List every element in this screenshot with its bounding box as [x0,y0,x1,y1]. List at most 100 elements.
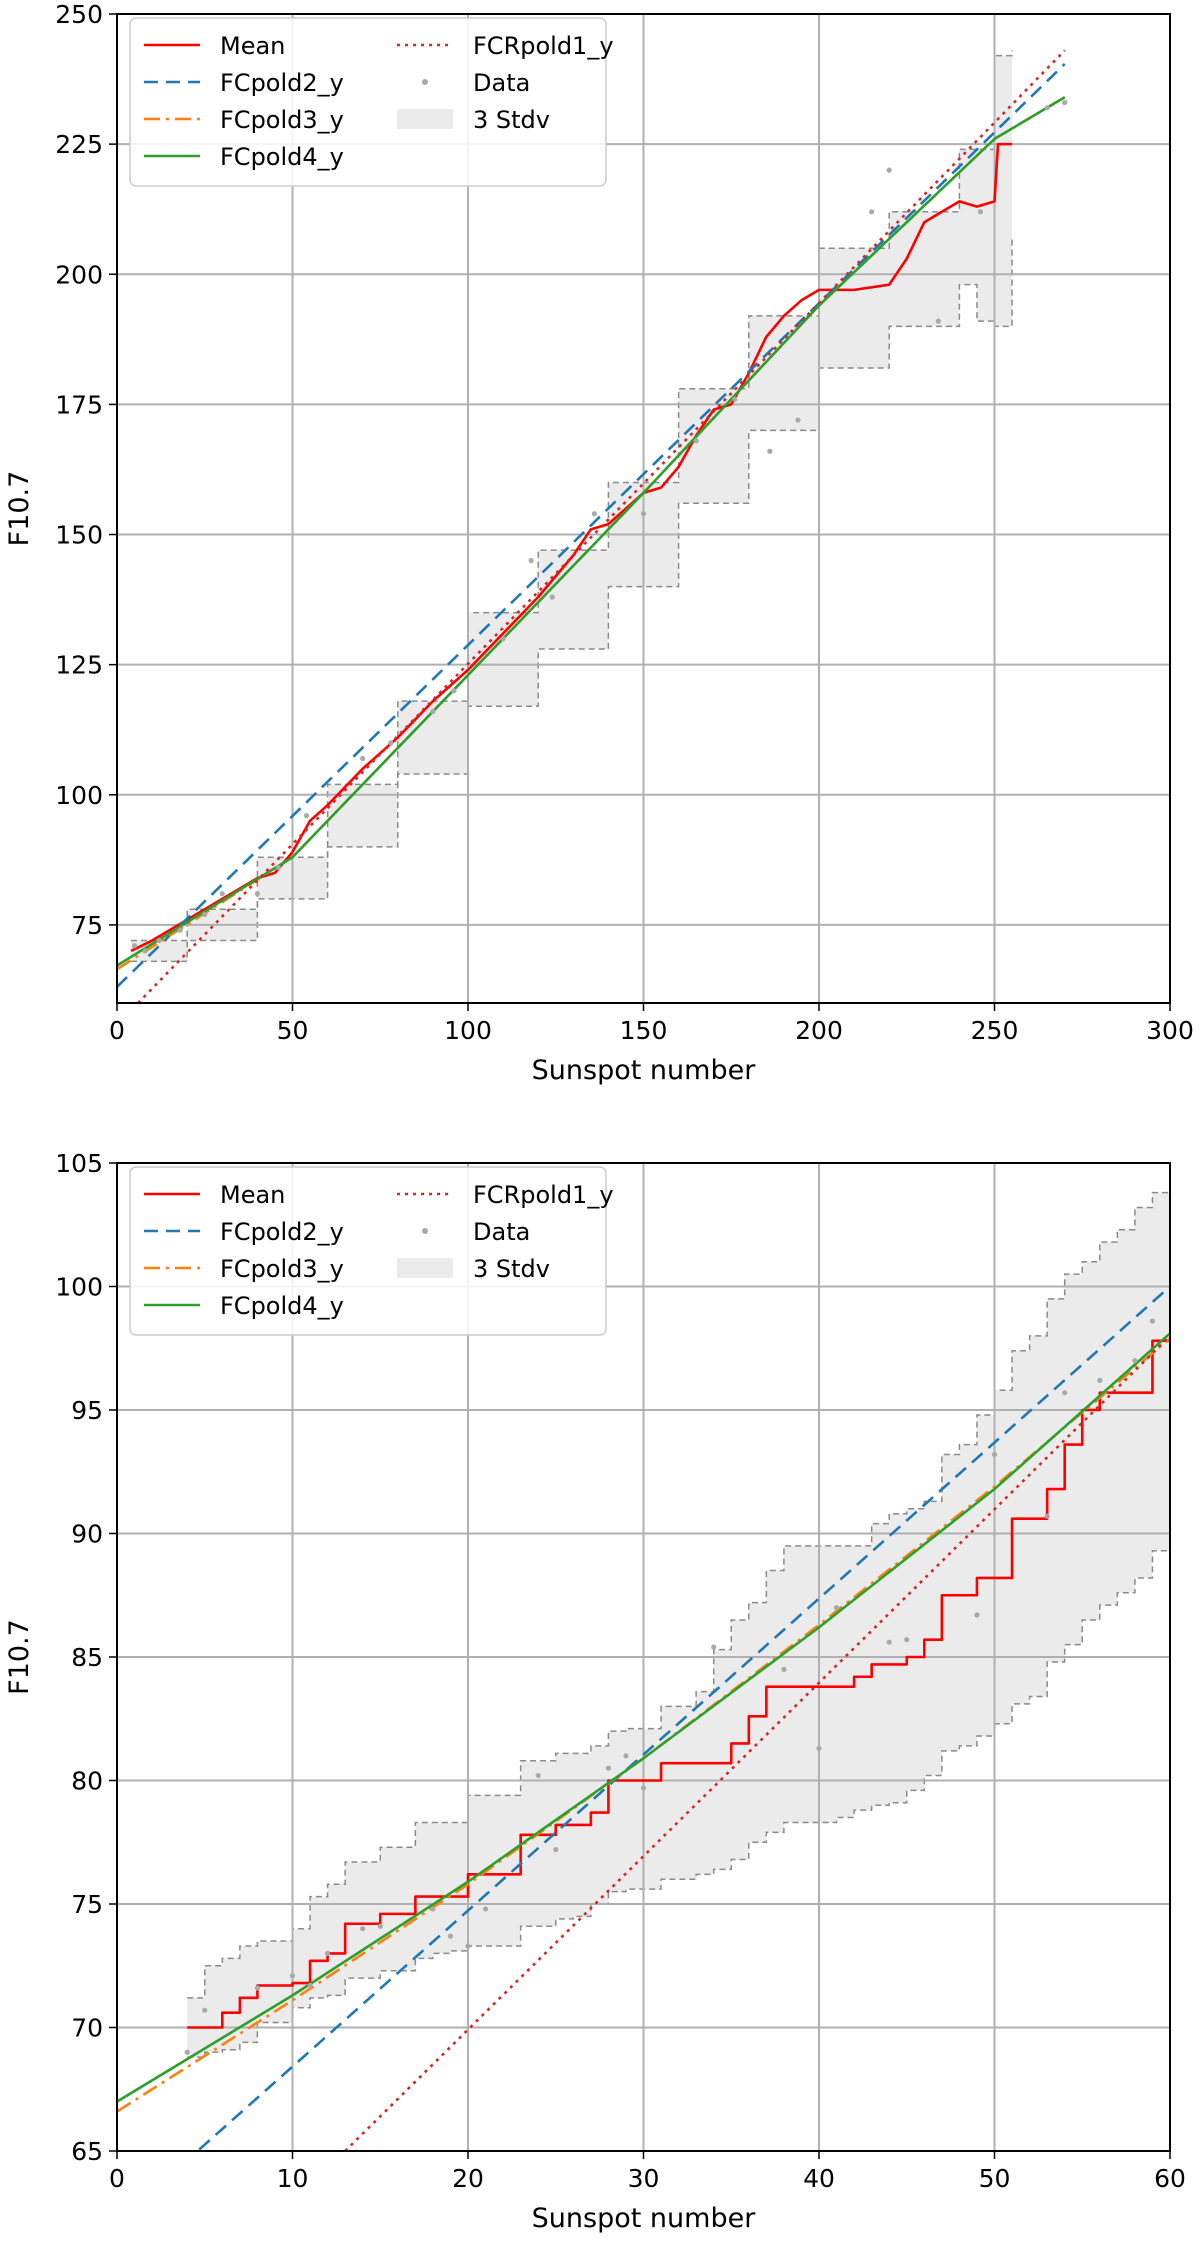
x-tick-label: 200 [795,1016,843,1045]
y-tick-label: 100 [55,1273,103,1302]
legend-entry-fcpold3-y: FCpold3_y [144,106,344,134]
x-tick-label: 50 [979,2164,1011,2193]
y-tick-label: 200 [55,260,103,289]
series-layer [117,1285,1170,2151]
data-point [465,1943,471,1949]
data-point [795,417,801,423]
std-band-fill [187,1163,1170,2058]
std-band-upper [131,50,1013,942]
legend-label: Data [473,69,530,97]
legend-label: FCRpold1_y [473,1181,614,1209]
data-point [1132,1358,1138,1364]
y-tick-label: 95 [71,1396,103,1425]
std-band-upper [187,1163,1170,1999]
data-point [640,1785,647,1791]
legend-entry-3-stdv: 3 Stdv [397,1255,550,1283]
x-tick-label: 20 [452,2164,484,2193]
data-point [360,1926,366,1932]
x-tick-label: 0 [109,2164,125,2193]
legend-entry-fcpold4-y: FCpold4_y [144,143,344,171]
data-point [869,209,875,215]
y-tick-label: 75 [71,911,103,940]
y-tick-label: 70 [71,2014,103,2043]
data-point [142,948,148,954]
legend-entry-mean: Mean [144,1181,285,1209]
series-line-fcrpold1-y [137,49,1066,1003]
data-point [388,740,394,746]
legend-swatch [422,1228,428,1234]
std-band-lower [131,237,1013,963]
data-point [202,911,208,918]
legend-entry-data: Data [422,69,530,97]
legend-entry-fcpold2-y: FCpold2_y [144,69,344,97]
y-tick-label: 80 [71,1767,103,1796]
data-point [1044,1513,1050,1519]
data-point [623,1753,629,1759]
legend-label: Mean [220,1181,285,1209]
legend-entry-data: Data [422,1218,530,1246]
y-axis-label: F10.7 [4,1619,35,1695]
legend-label: FCpold4_y [220,1292,344,1320]
tick-layer: 0 10 20 30 40 50 60 65 70 75 80 85 90 95 100 105 [55,1149,1186,2193]
series-line-fcrpold1-y [344,1334,1170,2151]
data-point [303,813,310,819]
x-tick-label: 150 [620,1016,668,1045]
legend-entry-3-stdv: 3 Stdv [397,106,550,134]
chart-panel-top: 0 50 100 150 200 250 300 75 100 125 150 175 200 225 25… [4,0,1194,1086]
data-point [275,865,282,871]
legend-box [129,17,607,187]
legend-entry-fcrpold1-y: FCRpold1_y [397,1181,614,1209]
x-tick-label: 60 [1154,2164,1186,2193]
data-point [991,1451,998,1458]
y-tick-label: 90 [71,1520,103,1549]
x-tick-label: 0 [109,1016,125,1045]
data-point [711,1644,717,1650]
data-point [1044,105,1050,111]
data-point [549,594,555,600]
std-band-layer [187,1163,1170,2058]
legend-entry-fcrpold1-y: FCRpold1_y [397,32,614,60]
legend-label: FCpold3_y [220,106,344,134]
x-tick-label: 100 [444,1016,492,1045]
series-layer [117,49,1068,1003]
series-line-mean [187,1339,1170,2029]
chart-panel-bottom: 0 10 20 30 40 50 60 65 70 75 80 85 90 95 100 105 Sunspo… [4,1149,1186,2234]
data-point [360,755,366,761]
data-point [732,396,738,402]
x-tick-label: 50 [277,1016,309,1045]
legend-label: FCpold4_y [220,143,344,171]
y-tick-label: 105 [55,1149,103,1178]
data-point [553,1847,559,1853]
series-line-fcpold4-y [117,1332,1170,2103]
data-point [202,2007,208,2013]
legend-label: 3 Stdv [473,1255,550,1283]
data-point [1062,1390,1068,1396]
data-point [904,1637,910,1643]
legend-swatch [397,109,453,129]
data-point [500,636,506,642]
y-tick-label: 75 [71,1890,103,1919]
legend-label: FCpold2_y [220,69,344,97]
data-point [482,1906,489,1912]
x-axis-label: Sunspot number [532,2203,757,2234]
data-point [693,438,699,444]
std-band-fill [131,50,1013,962]
std-band-lower [187,1548,1170,2058]
x-axis-label: Sunspot number [532,1055,757,1086]
data-point [254,1985,260,1991]
data-point [1097,1377,1103,1383]
tick-layer: 0 50 100 150 200 250 300 75 100 125 150 175 200 225 25… [55,0,1194,1045]
legend-swatch [397,1258,453,1278]
data-point [605,1765,612,1771]
data-point [289,1973,296,1979]
data-point [816,1745,822,1751]
grid-layer [116,13,1171,1003]
legend-label: FCpold3_y [220,1255,344,1283]
y-tick-label: 125 [55,651,103,680]
data-point [535,1772,541,1779]
series-line-fcpold2-y [117,63,1066,988]
data-point [833,1605,840,1611]
y-tick-label: 225 [55,130,103,159]
data-point [430,708,436,715]
legend: Mean FCpold2_y FCpold3_y FCpold4_y FCRpold1_… [129,17,614,187]
